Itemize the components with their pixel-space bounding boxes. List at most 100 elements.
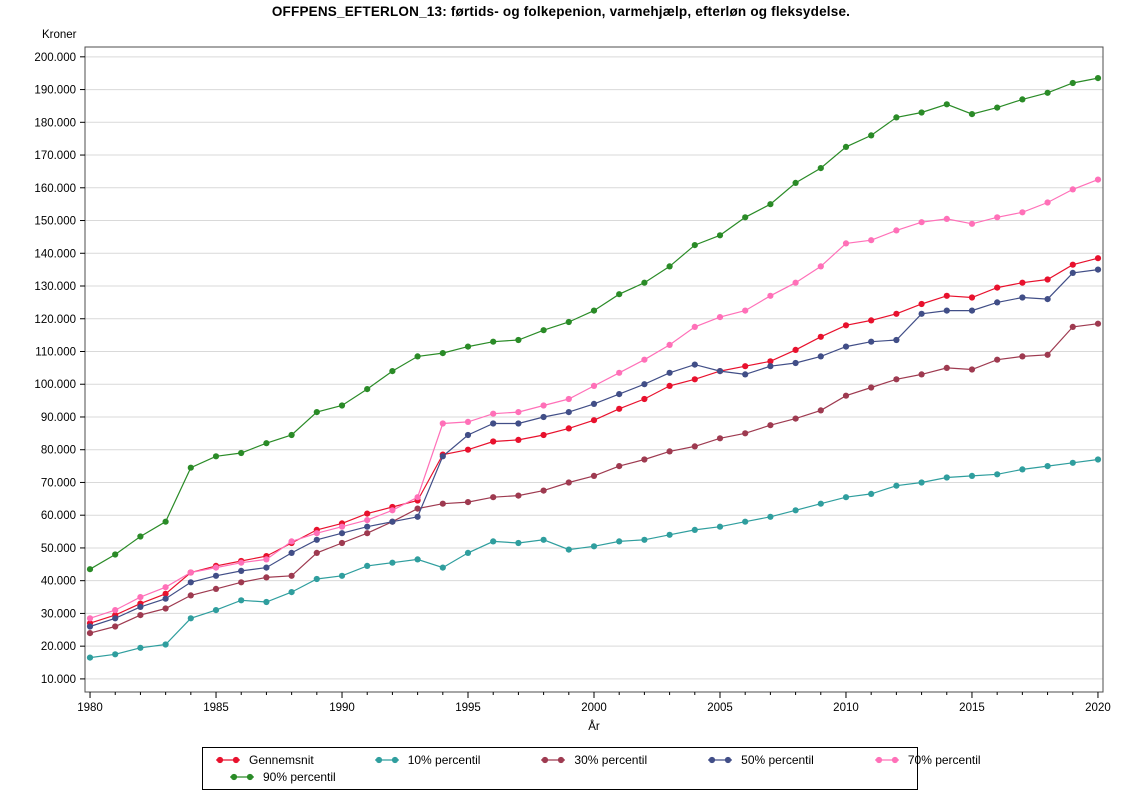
series-50-percentil (86, 266, 1102, 630)
data-point (162, 605, 169, 612)
data-point (439, 564, 446, 571)
data-point (968, 472, 976, 479)
data-point (288, 538, 295, 545)
data-point (414, 556, 421, 563)
data-point (137, 533, 144, 540)
data-point (691, 323, 698, 330)
data-point (439, 500, 446, 507)
data-point (338, 539, 346, 547)
data-point (540, 431, 547, 439)
data-point (1069, 323, 1076, 330)
data-point (540, 487, 547, 494)
data-point (994, 284, 1001, 291)
legend-item-label: Gennemsnit (249, 752, 314, 767)
data-point (1094, 456, 1102, 463)
data-point (716, 314, 724, 321)
data-point (364, 517, 371, 524)
data-point (515, 492, 522, 499)
legend-item: 50% percentil (705, 753, 814, 767)
y-tick-label: 50.000 (41, 543, 76, 555)
data-point (1019, 466, 1026, 473)
data-point (893, 482, 900, 489)
data-point (112, 623, 119, 630)
y-tick-label: 90.000 (41, 412, 76, 424)
data-point (490, 410, 497, 417)
data-point (112, 651, 119, 658)
y-tick-label: 190.000 (34, 85, 76, 97)
data-point (842, 322, 850, 329)
data-point (691, 443, 698, 450)
data-point (490, 420, 497, 427)
data-point (515, 336, 522, 344)
legend-marker-icon (708, 756, 733, 763)
data-point (112, 607, 119, 614)
data-point (994, 471, 1001, 478)
data-point (767, 201, 774, 208)
y-tick-label: 40.000 (41, 576, 76, 588)
data-point (515, 539, 522, 547)
data-point (792, 279, 799, 286)
data-point (716, 368, 724, 375)
data-point (994, 356, 1001, 363)
data-point (464, 499, 472, 506)
data-point (137, 594, 144, 601)
y-tick-label: 130.000 (34, 281, 76, 293)
data-point (137, 644, 144, 651)
data-point (918, 300, 925, 308)
legend-item-label: 50% percentil (741, 752, 814, 767)
data-point (86, 566, 94, 573)
x-tick-label: 2010 (833, 702, 859, 714)
x-axis: 1980 1985 1990 1995 2000 2005 2010 2015 2020 År (77, 692, 1111, 733)
legend-marker-icon (874, 756, 899, 763)
data-point (943, 101, 950, 108)
data-point (338, 572, 346, 579)
data-point (288, 431, 295, 439)
data-point (338, 402, 346, 409)
data-point (187, 569, 194, 576)
data-point (792, 415, 799, 422)
y-tick-label: 170.000 (34, 150, 76, 162)
data-point (162, 595, 169, 602)
data-point (616, 463, 623, 470)
data-point (364, 530, 371, 537)
data-point (590, 472, 598, 479)
data-point (716, 435, 724, 442)
data-point (1094, 176, 1102, 183)
data-point (464, 549, 472, 557)
data-point (540, 536, 547, 543)
data-point (666, 263, 673, 270)
data-point (943, 474, 950, 481)
data-point (742, 363, 749, 370)
legend-marker-icon (216, 756, 240, 763)
data-point (968, 294, 976, 301)
data-point (817, 407, 824, 414)
data-point (641, 456, 648, 463)
x-axis-title: År (588, 720, 600, 733)
data-point (464, 446, 472, 453)
data-point (212, 585, 220, 593)
data-point (590, 400, 598, 407)
data-point (389, 368, 396, 375)
data-point (1069, 79, 1076, 87)
data-point (968, 220, 976, 227)
data-point (641, 381, 648, 388)
data-point (842, 494, 850, 501)
legend-marker-icon (374, 756, 399, 763)
data-point (162, 584, 169, 591)
data-point (918, 479, 925, 486)
series-30-percentil (86, 320, 1102, 637)
data-point (1019, 294, 1026, 301)
data-point (464, 418, 472, 425)
data-point (868, 132, 875, 139)
data-point (212, 453, 220, 460)
data-point (238, 597, 245, 604)
data-point (767, 358, 774, 365)
data-point (338, 530, 346, 537)
legend-row: Gennemsnit 10% percentil 30% percentil 50% … (213, 751, 981, 768)
legend-marker-icon (541, 756, 566, 763)
legend-row: 90% percentil (213, 768, 907, 785)
data-point (565, 395, 572, 403)
x-tick-label: 1980 (77, 702, 103, 714)
